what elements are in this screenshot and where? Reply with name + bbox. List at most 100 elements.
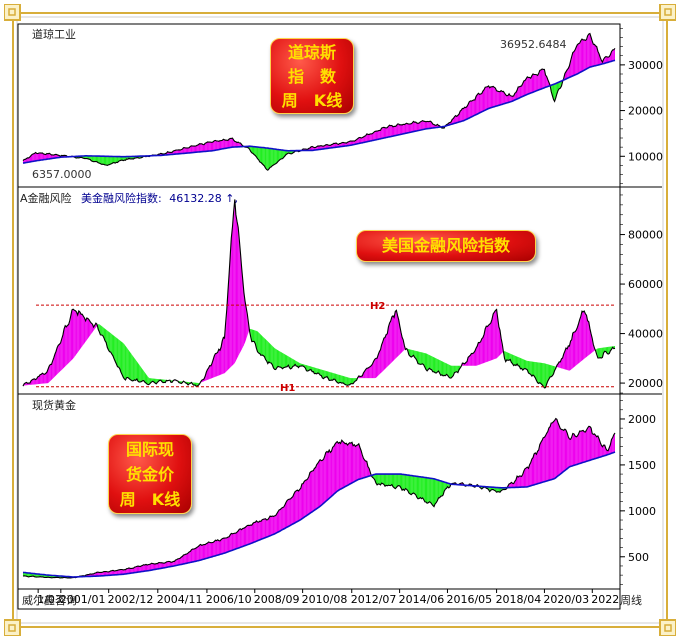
fill-segment (349, 140, 351, 146)
fill-segment (230, 238, 232, 368)
fill-segment (589, 426, 592, 461)
fill-segment (141, 367, 143, 382)
fill-segment (566, 430, 568, 470)
fill-segment (521, 83, 523, 97)
fill-segment (583, 430, 585, 463)
fill-segment (522, 359, 524, 371)
y-tick-label: 500 (628, 551, 649, 564)
fill-segment (98, 156, 100, 164)
fill-segment (296, 361, 298, 367)
fill-segment (397, 123, 399, 136)
fill-segment (205, 142, 207, 152)
fill-segment (272, 516, 274, 535)
fill-segment (405, 123, 407, 134)
corner-ornament-top-right (659, 3, 677, 21)
fill-segment (362, 136, 364, 143)
fill-segment (315, 464, 317, 510)
fill-segment (192, 146, 194, 153)
fill-segment (215, 140, 217, 151)
fill-segment (291, 358, 293, 369)
fill-segment (526, 76, 528, 95)
fill-segment (402, 124, 404, 135)
fill-segment (347, 377, 349, 386)
fill-segment (101, 156, 103, 165)
fill-segment (191, 549, 193, 563)
fill-segment (233, 533, 235, 550)
fill-segment (119, 569, 121, 575)
fill-segment (589, 328, 592, 355)
fill-segment (144, 564, 146, 572)
fill-segment (118, 156, 120, 162)
fill-segment (503, 91, 505, 104)
fill-segment (166, 561, 168, 568)
fill-segment (429, 355, 431, 370)
fill-segment (204, 544, 206, 560)
fill-segment (175, 559, 177, 566)
fill-segment (529, 462, 531, 487)
fill-segment (186, 147, 189, 154)
fill-segment (400, 124, 403, 135)
fill-segment (441, 361, 444, 376)
fill-segment (127, 348, 129, 379)
fill-segment (233, 199, 235, 365)
fill-segment (534, 361, 536, 378)
fill-segment (95, 156, 98, 162)
fill-segment (428, 477, 430, 503)
fill-segment (267, 518, 269, 537)
fill-segment (539, 69, 541, 90)
fill-segment (394, 126, 396, 136)
fill-segment (559, 361, 561, 368)
fill-segment (413, 121, 415, 132)
fill-segment (304, 480, 306, 518)
fill-segment (314, 467, 316, 511)
fill-segment (268, 516, 271, 537)
x-tick-label: 2008/09 (254, 593, 300, 606)
fill-segment (251, 329, 253, 342)
fill-segment (572, 51, 574, 76)
fill-segment (229, 256, 231, 369)
dow-badge-line-2: 指 数 (287, 67, 336, 86)
fill-segment (223, 538, 225, 554)
fill-segment (325, 144, 327, 149)
fill-segment (38, 152, 41, 161)
fill-segment (213, 541, 215, 557)
fill-segment (184, 147, 186, 154)
fill-segment (136, 566, 139, 573)
fill-segment (597, 51, 600, 66)
fill-segment (211, 542, 214, 557)
fill-segment (612, 49, 614, 61)
fill-segment (116, 570, 118, 575)
fill-segment (111, 334, 113, 356)
fill-segment (613, 48, 615, 61)
fill-segment (216, 141, 218, 150)
fill-segment (580, 311, 582, 362)
fill-segment (580, 39, 582, 73)
fill-segment (567, 432, 569, 469)
fill-segment (124, 344, 126, 380)
fill-segment (439, 360, 441, 376)
fill-segment (378, 351, 380, 376)
fill-segment (387, 126, 389, 138)
fill-segment (385, 127, 387, 138)
fill-segment (111, 156, 113, 164)
fill-segment (510, 95, 512, 102)
fill-segment (513, 355, 515, 366)
fill-segment (331, 447, 333, 497)
fill-segment (455, 365, 457, 373)
fill-segment (561, 357, 563, 369)
fill-segment (82, 314, 84, 347)
fill-segment (346, 376, 348, 386)
fill-segment (194, 547, 197, 562)
fill-segment (145, 374, 148, 385)
fill-segment (486, 326, 488, 363)
fill-segment (176, 149, 178, 154)
fill-segment (173, 150, 175, 155)
fill-segment (256, 330, 258, 352)
fill-segment (258, 332, 260, 354)
fill-segment (577, 43, 579, 74)
fill-segment (531, 74, 534, 93)
fill-segment (68, 320, 70, 364)
fill-segment (183, 147, 185, 154)
fill-segment (90, 321, 92, 336)
fill-segment (349, 442, 351, 485)
